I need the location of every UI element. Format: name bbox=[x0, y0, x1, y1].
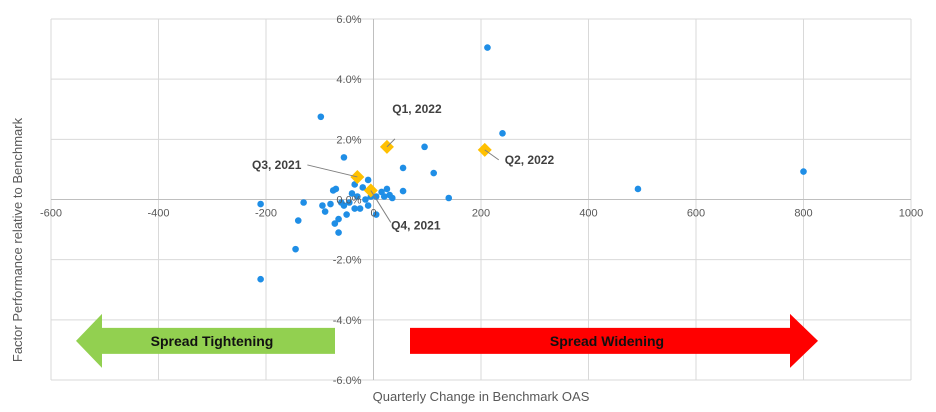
data-point bbox=[430, 169, 438, 177]
data-point bbox=[372, 211, 380, 218]
data-point bbox=[343, 211, 350, 218]
data-point bbox=[327, 200, 334, 208]
data-point bbox=[335, 215, 342, 223]
x-tick-label: 0 bbox=[370, 208, 376, 220]
data-point bbox=[346, 199, 353, 206]
y-axis-title: Factor Performance relative to Benchmark bbox=[10, 117, 25, 362]
x-tick-label: -400 bbox=[147, 208, 169, 220]
data-point bbox=[354, 193, 361, 200]
data-point bbox=[257, 200, 264, 208]
x-tick-label: 800 bbox=[794, 208, 812, 220]
x-tick-label: -200 bbox=[255, 208, 277, 220]
data-point bbox=[372, 193, 380, 200]
annotation-leader bbox=[307, 164, 358, 178]
data-point bbox=[321, 208, 329, 215]
data-point bbox=[300, 199, 307, 206]
data-point bbox=[340, 202, 348, 209]
data-point bbox=[351, 205, 358, 212]
data-point bbox=[335, 229, 342, 236]
data-point bbox=[421, 143, 428, 151]
y-tick-label: -4.0% bbox=[333, 315, 362, 327]
x-tick-label: -600 bbox=[40, 208, 62, 220]
annotation-leaders bbox=[307, 138, 500, 223]
x-tick-label: 1000 bbox=[899, 208, 923, 220]
data-point bbox=[292, 245, 299, 253]
x-tick-label: 400 bbox=[579, 208, 597, 220]
annotation-label: Q4, 2021 bbox=[391, 218, 441, 232]
x-tick-label: 600 bbox=[687, 208, 705, 220]
y-tick-label: -2.0% bbox=[333, 255, 362, 267]
data-point bbox=[257, 275, 264, 283]
spread-widening-label: Spread Widening bbox=[550, 333, 664, 349]
y-tick-label: 6.0% bbox=[336, 14, 361, 26]
annotation-labels: Q1, 2022 Q2, 2022 Q3, 2021 Q4, 2021 bbox=[252, 102, 554, 233]
spread-widening-arrow bbox=[410, 313, 818, 368]
data-point bbox=[340, 154, 348, 161]
data-point bbox=[362, 196, 369, 203]
direction-arrows: Spread Tightening Spread Widening bbox=[76, 313, 818, 368]
data-point bbox=[399, 187, 407, 195]
annotation-label: Q3, 2021 bbox=[252, 158, 302, 172]
data-point bbox=[329, 187, 337, 194]
data-point bbox=[348, 190, 356, 197]
data-point bbox=[364, 202, 372, 209]
annotation-leader bbox=[386, 138, 396, 148]
data-point bbox=[294, 217, 302, 224]
y-tick-label: 4.0% bbox=[336, 74, 361, 86]
data-point bbox=[800, 168, 807, 175]
tick-labels: -600 -400 -200 0 200 400 600 800 1000 6.0% 4.0% 2.0… bbox=[40, 14, 923, 387]
x-tick-label: 200 bbox=[472, 208, 490, 220]
data-point bbox=[364, 176, 372, 184]
data-point bbox=[317, 113, 325, 121]
spread-tightening-label: Spread Tightening bbox=[151, 333, 274, 349]
data-point bbox=[356, 205, 364, 212]
spread-tightening-arrow bbox=[76, 313, 335, 368]
data-point bbox=[399, 164, 407, 172]
x-axis-title: Quarterly Change in Benchmark OAS bbox=[373, 389, 590, 404]
data-point bbox=[383, 185, 391, 193]
annotation-leader bbox=[484, 149, 500, 161]
data-point bbox=[359, 184, 367, 191]
data-point bbox=[445, 194, 453, 202]
data-point bbox=[499, 130, 506, 137]
axes bbox=[51, 19, 911, 380]
annotation-leader bbox=[370, 190, 392, 223]
data-point bbox=[389, 194, 396, 202]
y-tick-label: 2.0% bbox=[336, 134, 361, 146]
y-tick-label: -6.0% bbox=[333, 375, 362, 387]
data-point bbox=[331, 220, 339, 227]
annotation-label: Q2, 2022 bbox=[505, 153, 555, 167]
y-tick-label: 0.0% bbox=[336, 195, 361, 207]
data-point bbox=[319, 202, 326, 209]
data-points bbox=[257, 44, 807, 283]
data-point bbox=[380, 193, 388, 200]
data-point bbox=[634, 185, 642, 193]
data-point bbox=[484, 44, 491, 51]
annotation-label: Q1, 2022 bbox=[392, 102, 442, 116]
